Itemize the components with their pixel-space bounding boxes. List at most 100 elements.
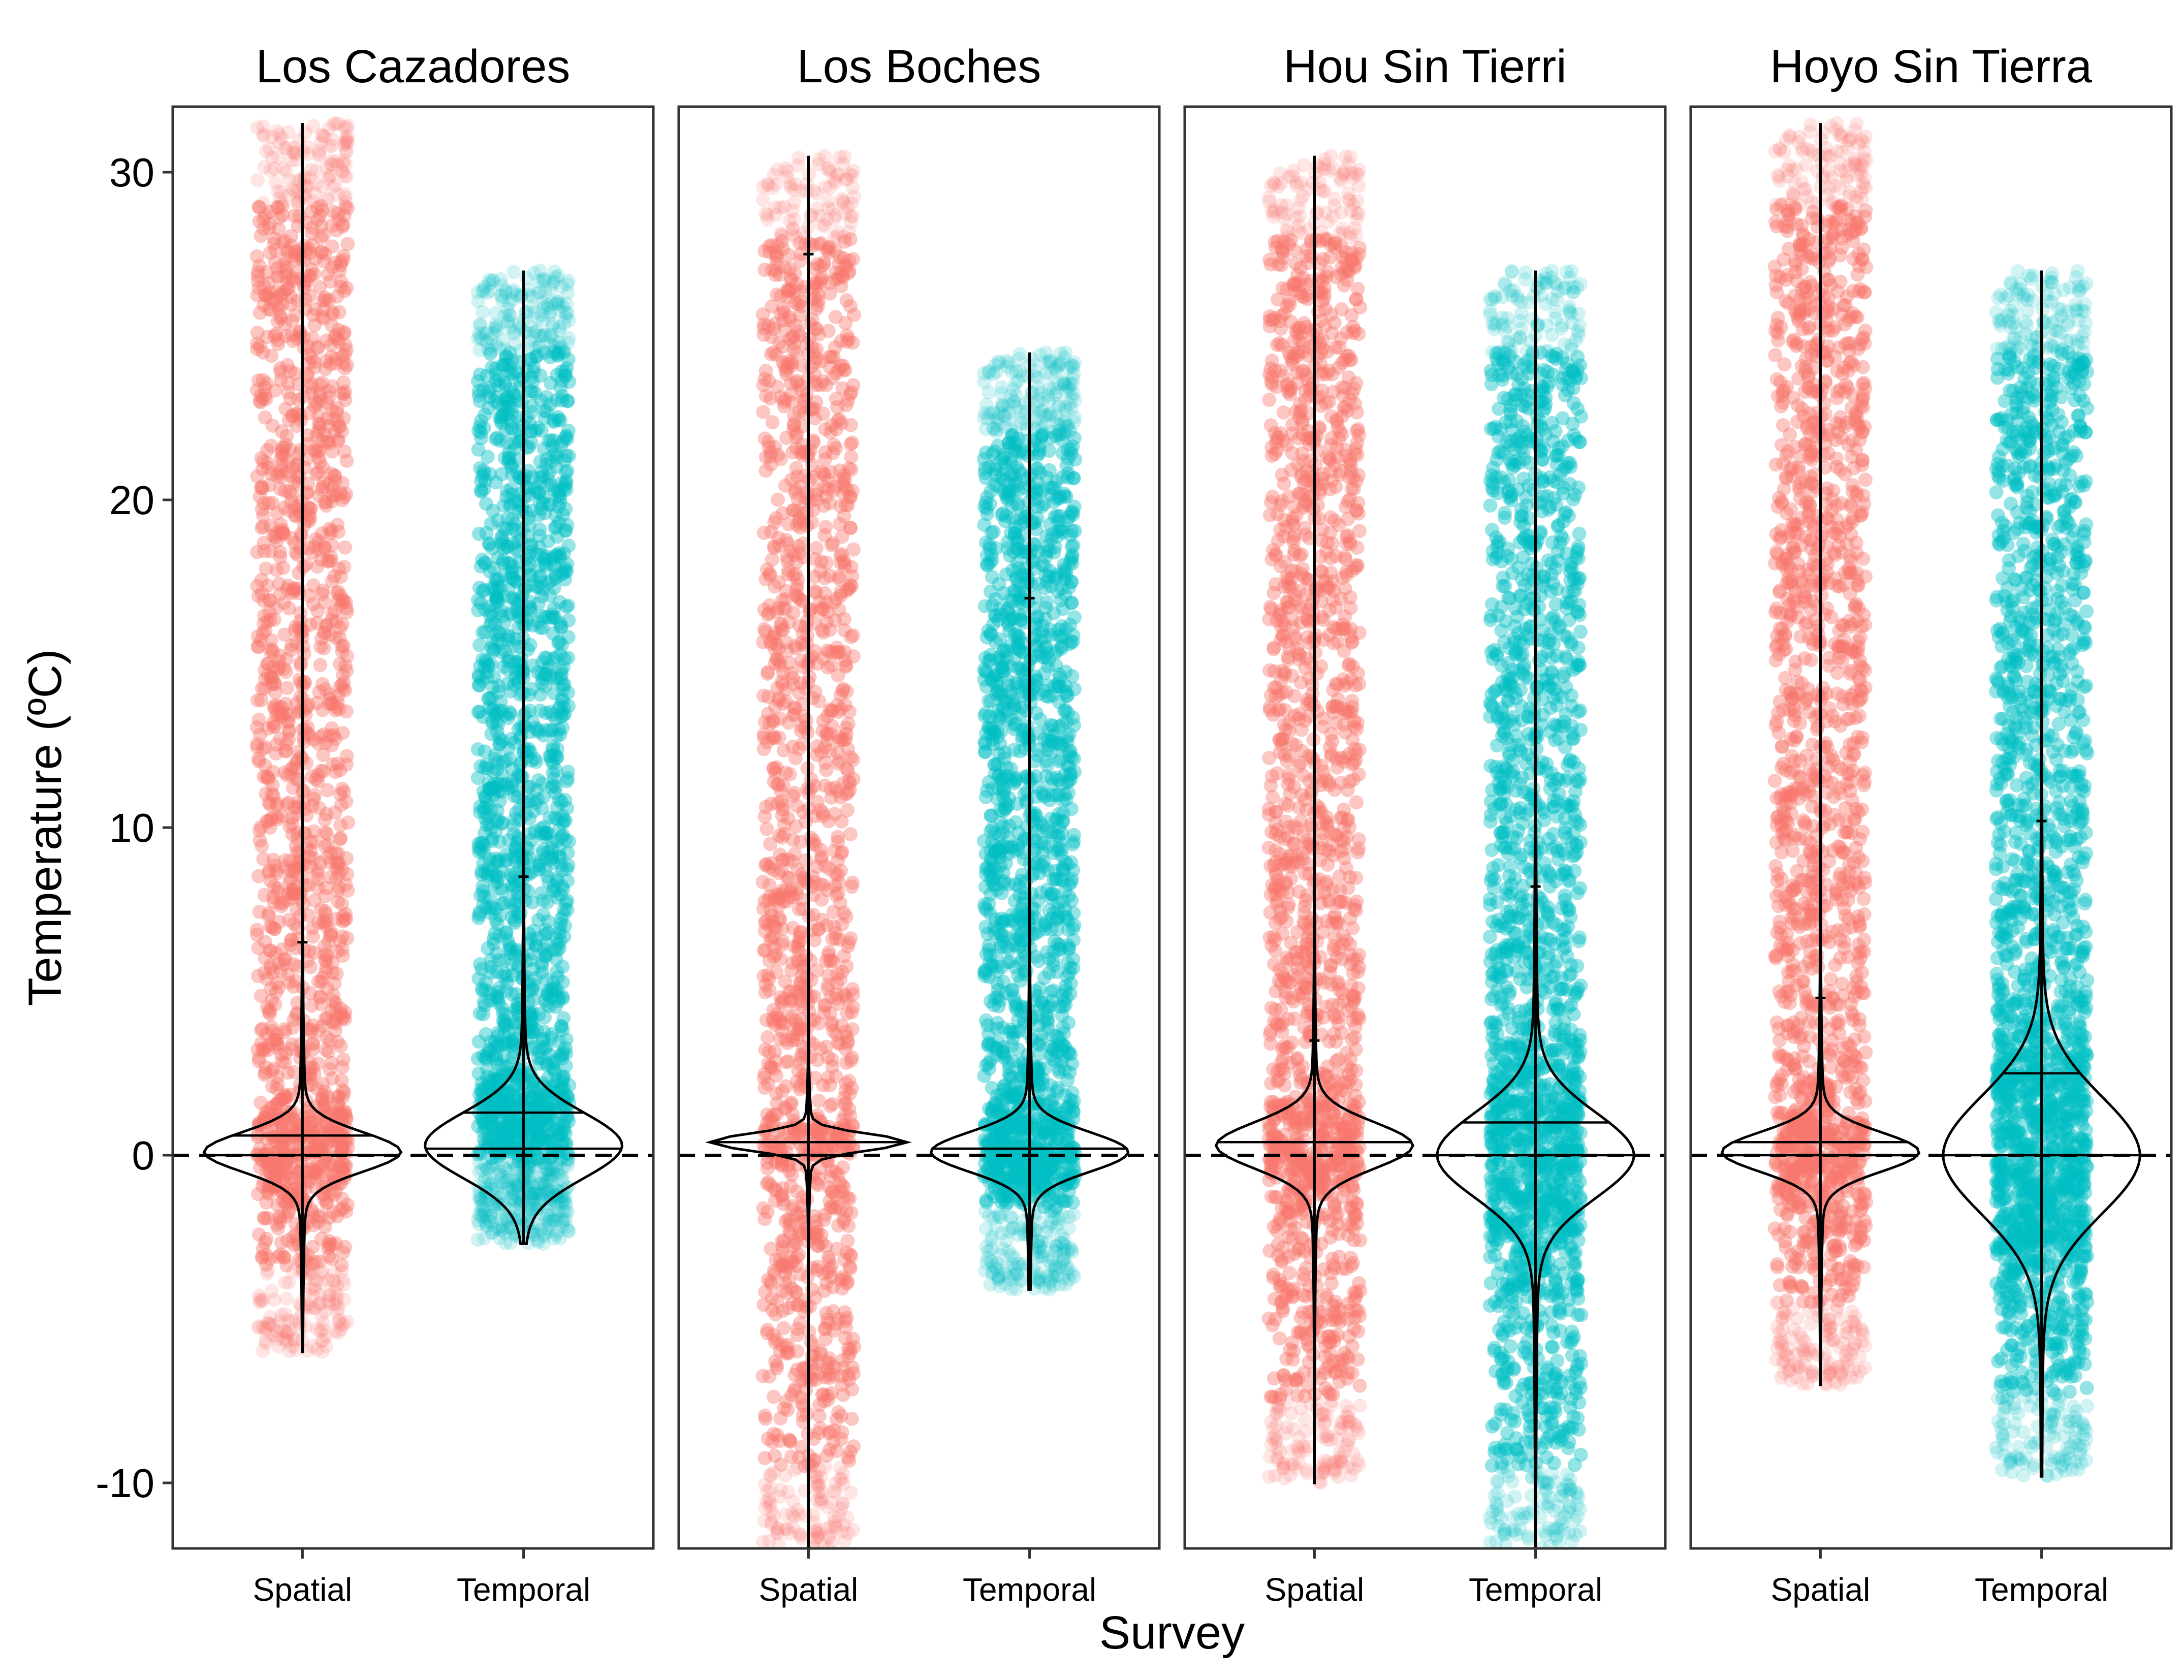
data-point (490, 1026, 505, 1040)
data-point (562, 374, 577, 389)
data-point (561, 352, 576, 367)
data-point (552, 849, 566, 864)
y-tick-label: -10 (96, 1461, 154, 1506)
data-point (546, 316, 560, 331)
data-point (507, 442, 522, 457)
data-point (288, 761, 303, 776)
data-point (529, 1184, 544, 1199)
data-point (484, 331, 498, 345)
data-point (337, 361, 352, 375)
data-point (306, 1265, 321, 1280)
data-point (293, 614, 308, 628)
data-point (539, 549, 554, 563)
data-point (526, 658, 541, 673)
data-point (488, 912, 503, 927)
data-point (314, 1266, 329, 1281)
data-point (305, 1140, 320, 1155)
data-point (255, 1042, 270, 1057)
data-point (283, 1041, 298, 1056)
data-point (297, 1117, 311, 1131)
data-point (329, 487, 344, 501)
data-point (524, 1189, 539, 1204)
data-point (300, 720, 315, 735)
data-point (288, 252, 302, 267)
data-point (316, 583, 331, 598)
data-point (304, 998, 319, 1013)
data-point (307, 540, 322, 554)
data-point (338, 906, 353, 921)
data-point (274, 1048, 289, 1062)
data-point (484, 1111, 498, 1125)
data-point (254, 820, 268, 835)
data-point (529, 931, 544, 946)
data-point (549, 871, 564, 885)
data-point (522, 1156, 536, 1170)
data-point (504, 1039, 519, 1054)
data-point (493, 1213, 508, 1227)
panel-plot-area (679, 149, 1159, 1548)
data-point (551, 295, 565, 309)
data-point (499, 348, 513, 363)
data-point (318, 1095, 333, 1110)
data-point (493, 1223, 508, 1238)
data-point (843, 387, 858, 402)
data-point (560, 765, 575, 779)
data-point (505, 571, 520, 586)
data-point (258, 1323, 273, 1338)
data-point (534, 956, 549, 970)
data-point (508, 841, 523, 856)
data-point (482, 816, 496, 831)
data-point (266, 890, 281, 904)
data-point (309, 177, 324, 192)
data-point (289, 755, 304, 770)
data-point (326, 489, 340, 503)
data-point (556, 345, 571, 360)
data-point (788, 751, 803, 766)
data-point (488, 318, 503, 332)
data-point (504, 1221, 519, 1235)
data-point (287, 1065, 301, 1080)
data-point (303, 1022, 318, 1037)
data-point (482, 852, 497, 867)
data-point (305, 331, 320, 345)
data-point (316, 1154, 331, 1169)
data-point (281, 724, 296, 739)
data-point (309, 429, 324, 443)
data-point (490, 513, 505, 528)
data-point (843, 1247, 858, 1262)
data-point (290, 867, 305, 881)
data-point (327, 425, 342, 439)
data-point (318, 812, 332, 827)
data-point (511, 597, 525, 612)
data-point (478, 555, 492, 570)
data-point (257, 544, 272, 558)
data-point (552, 921, 567, 936)
data-point (501, 1119, 516, 1133)
data-point (524, 753, 539, 768)
data-point (546, 1163, 560, 1178)
data-point (335, 1060, 350, 1074)
data-point (554, 1019, 569, 1034)
data-point (767, 1061, 782, 1076)
data-point (556, 1204, 571, 1219)
data-point (555, 299, 570, 313)
data-point (499, 1036, 514, 1051)
data-point (548, 785, 563, 800)
data-point (471, 442, 486, 457)
data-point (286, 780, 300, 795)
data-point (549, 1160, 563, 1175)
data-point (305, 545, 320, 560)
data-point (300, 140, 315, 154)
data-point (510, 409, 525, 424)
data-point (529, 1095, 544, 1110)
data-point (551, 269, 565, 283)
data-point (547, 447, 561, 462)
data-point (279, 141, 294, 155)
data-point (340, 867, 355, 881)
data-point (547, 581, 561, 595)
data-point (293, 505, 308, 520)
data-point (537, 1087, 552, 1102)
data-point (263, 943, 277, 958)
data-point (269, 1135, 284, 1150)
data-point (275, 1323, 290, 1338)
